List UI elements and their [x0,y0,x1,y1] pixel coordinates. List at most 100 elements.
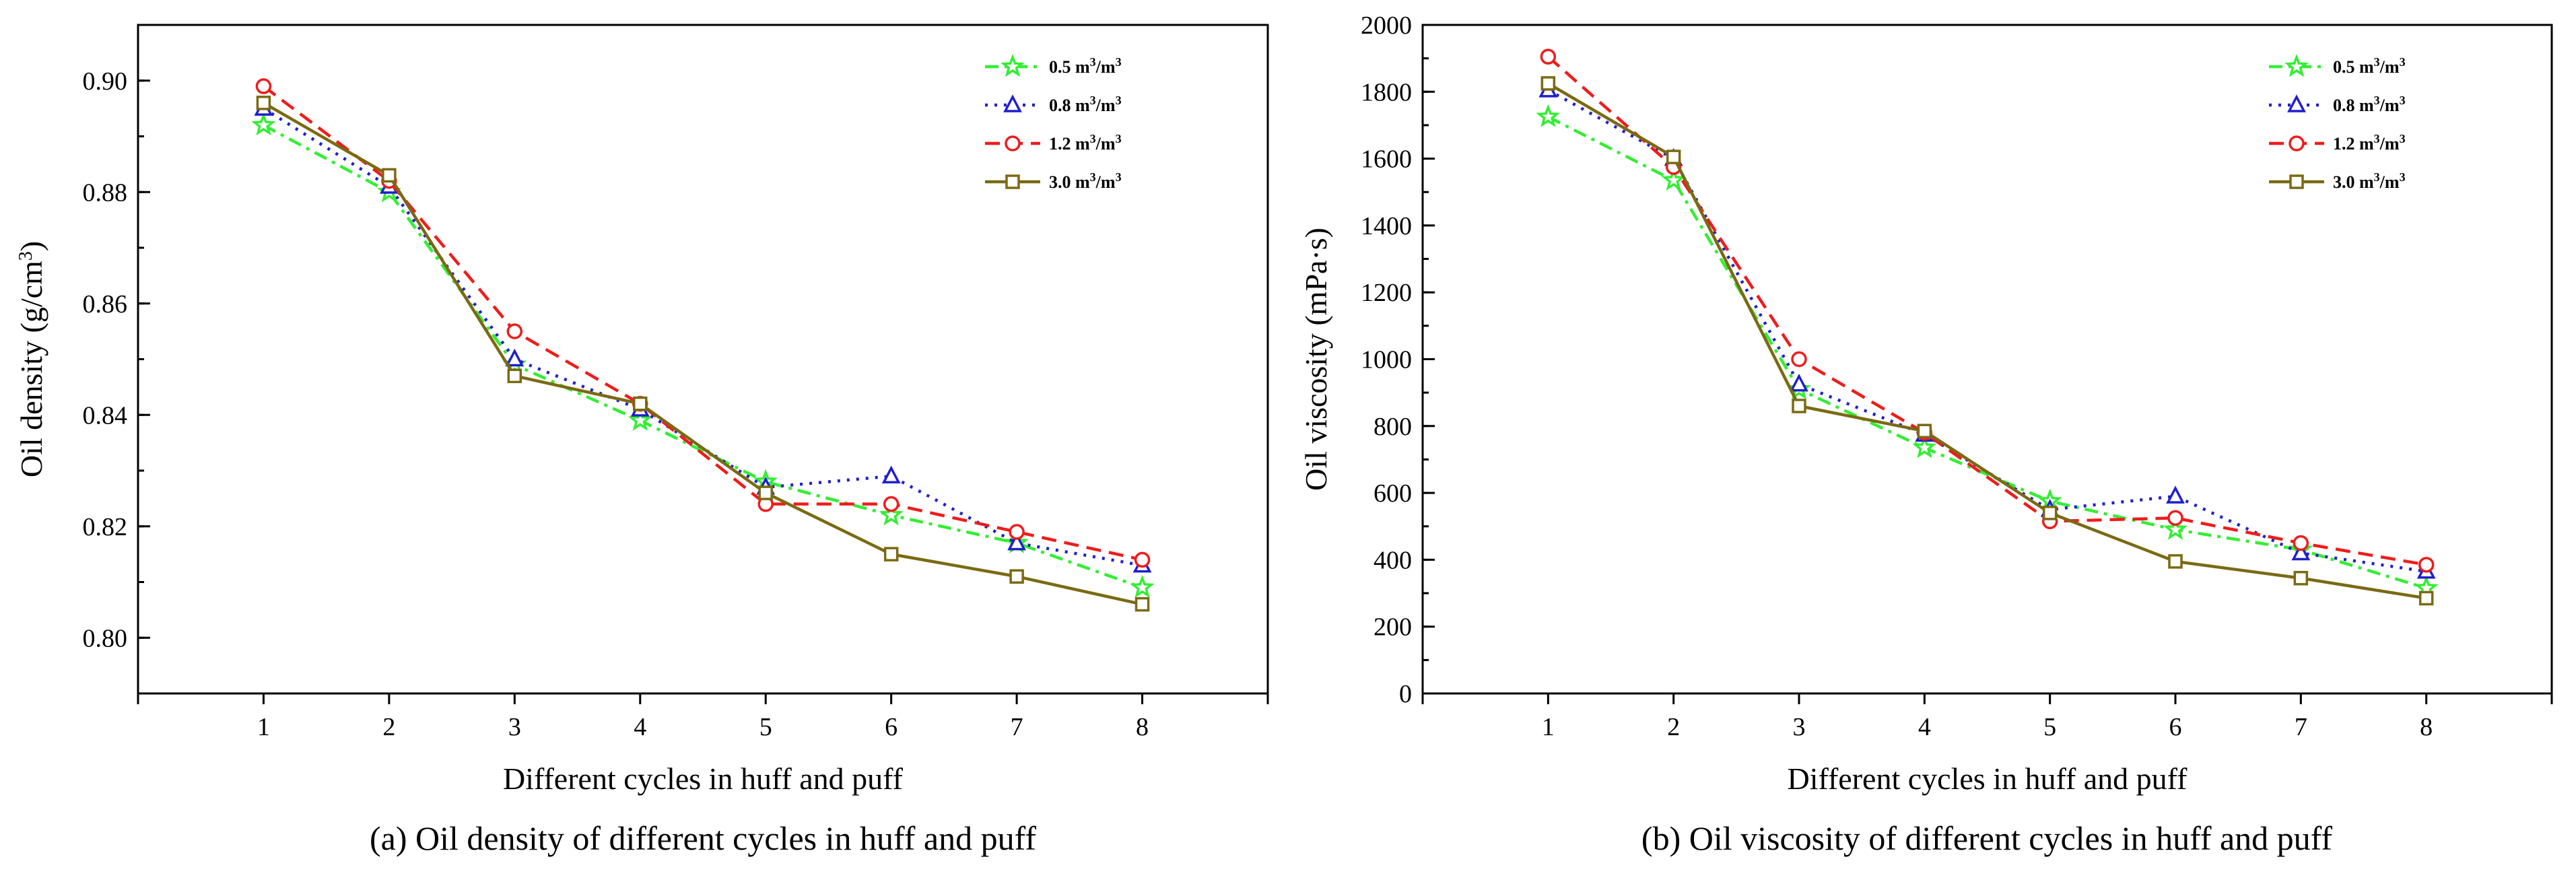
x-tick-label: 5 [759,713,772,741]
legend-marker-star [1001,54,1025,77]
data-point-square [382,168,397,183]
legend-marker-triangle [2287,94,2306,112]
x-tick-label: 7 [1011,713,1023,741]
data-point-circle [1009,524,1025,540]
data-point-square [1666,149,1681,164]
x-tick-label: 6 [2169,713,2182,741]
series-circle [255,78,1151,568]
data-point-square [1134,597,1150,612]
x-tick-label: 8 [2420,713,2433,741]
data-point-square [1540,76,1556,91]
viscosity-chart-panel: 0 200 400 600 800 1000 1200 1400 1600 1800 2000 1 2 3… [1299,11,2553,857]
series-line [263,123,1143,589]
x-axis-title: Different cycles in huff and puff [503,761,904,796]
legend-item: 1.2 m3/m3 [2269,132,2406,154]
legend-marker-square [1005,174,1020,189]
x-tick-label: 8 [1136,713,1149,741]
data-point-square [758,485,773,500]
x-tick-label: 3 [1793,713,1806,741]
series-star [251,112,1155,599]
data-point-star [628,407,652,431]
legend-item: 0.5 m3/m3 [2269,54,2406,77]
y-tick-label: 0.88 [83,178,128,207]
legend-label: 0.8 m3/m3 [1049,94,1122,115]
legend-label: 1.2 m3/m3 [1049,132,1122,154]
y-tick-label: 2000 [1361,11,1412,40]
x-tick-label: 2 [1667,713,1680,741]
data-point-circle [506,323,523,339]
data-point-triangle [1007,532,1027,551]
data-point-triangle [2291,542,2311,561]
panel-caption: (a) Oil density of different cycles in h… [370,819,1036,857]
legend-label: 3.0 m3/m3 [2333,170,2406,192]
data-point-circle [883,496,900,512]
x-tick-label: 7 [2295,713,2307,741]
y-tick-label: 0.80 [83,624,128,652]
data-point-star [2163,516,2188,540]
y-tick-label: 1600 [1361,145,1412,174]
y-tick-label: 400 [1374,546,1412,574]
data-point-circle [2293,535,2309,551]
plot-frame [1421,24,2553,695]
series-line [1547,55,2427,567]
data-point-square [633,396,648,411]
x-tick-label: 6 [885,713,897,741]
legend-marker-square [2289,174,2304,189]
data-point-triangle [1790,373,1808,392]
legend-label: 1.2 m3/m3 [2333,132,2406,154]
y-axis-title: Oil viscosity (mPa·s) [1299,228,1333,491]
data-point-star [251,112,276,136]
data-point-square [256,96,271,110]
data-point-square [2042,506,2058,520]
data-point-star [1661,168,1686,191]
data-point-star [1912,435,1937,458]
y-tick-label: 0.84 [83,401,128,430]
series-line [263,101,1143,606]
data-point-square [1792,399,1806,413]
legend-item: 0.5 m3/m3 [985,54,1122,77]
data-point-triangle [881,465,901,484]
legend-item: 0.8 m3/m3 [2269,94,2406,115]
data-point-triangle [505,348,524,367]
data-point-circle [2418,557,2435,573]
y-axis-title: Oil density (g/cm3) [14,241,48,477]
x-tick-label: 3 [508,713,521,741]
data-point-square [2293,570,2309,586]
data-point-square [883,547,899,562]
x-tick-label: 1 [1542,713,1555,741]
y-tick-label: 200 [1374,613,1412,642]
legend: 0.5 m3/m3 0.8 m3/m3 1.2 m3/m3 3.0 m3/m3 [985,54,1122,192]
data-point-triangle [2166,485,2185,504]
y-tick-label: 600 [1374,479,1412,508]
y-tick-label: 800 [1374,413,1412,441]
data-point-square [2168,554,2183,569]
data-point-star [1130,574,1155,599]
series-line [263,85,1143,562]
legend-marker-circle [1005,135,1021,151]
legend-item: 0.8 m3/m3 [985,94,1122,115]
data-point-circle [255,78,272,94]
y-tick-label: 1200 [1361,279,1412,307]
data-point-circle [1134,551,1151,568]
y-tick-label: 0.90 [83,67,128,96]
legend-item: 1.2 m3/m3 [985,132,1122,154]
series-circle [1540,48,2435,573]
data-point-circle [1791,351,1807,368]
series-line [1547,115,2427,590]
y-tick-label: 0 [1399,680,1412,708]
legend-label: 0.5 m3/m3 [1049,55,1122,77]
legend-label: 3.0 m3/m3 [1049,170,1122,192]
legend: 0.5 m3/m3 0.8 m3/m3 1.2 m3/m3 3.0 m3/m3 [2269,54,2406,192]
x-tick-label: 2 [382,713,395,741]
legend-marker-triangle [1003,94,1022,112]
data-point-star [1536,104,1561,127]
legend-marker-star [2284,54,2309,77]
y-tick-label: 0.82 [83,513,128,541]
x-tick-label: 1 [257,713,270,741]
density-chart-panel: 0.80 0.82 0.84 0.86 0.88 0.90 1 2 3 4 5 6 7 8 Differen… [14,24,1269,857]
y-tick-label: 1400 [1361,212,1412,240]
y-tick-label: 0.86 [83,290,128,318]
legend-marker-circle [2289,135,2305,151]
data-point-square [507,368,522,384]
